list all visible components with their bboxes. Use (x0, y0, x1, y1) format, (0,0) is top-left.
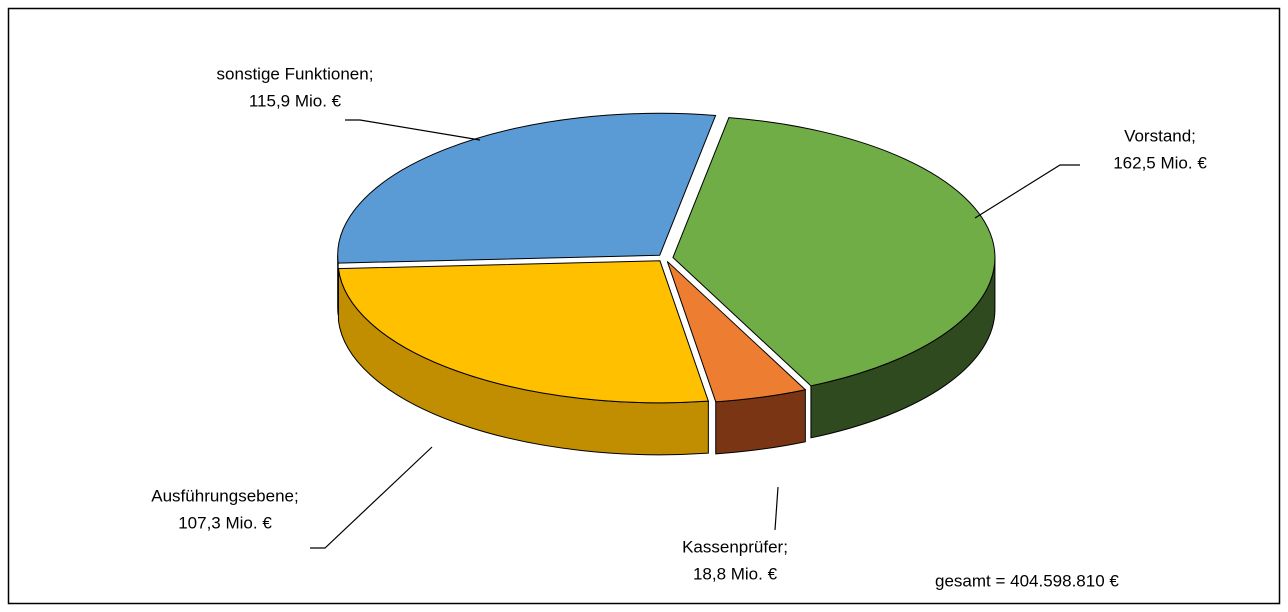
leader-line (345, 119, 481, 141)
leader-line (310, 446, 433, 549)
value-label: 115,9 Mio. € (249, 91, 342, 110)
slice (337, 260, 710, 404)
slice-label: sonstige Funktionen; (217, 64, 374, 83)
value-label: 107,3 Mio. € (178, 513, 272, 532)
slice-label: Ausführungsebene; (151, 486, 298, 505)
slice-label: Vorstand; (1124, 126, 1196, 145)
slice (672, 117, 996, 387)
leader-line (974, 164, 1080, 219)
slice-label: Kassenprüfer; (682, 537, 788, 556)
slice (337, 112, 717, 264)
slice (666, 261, 807, 403)
annotation: gesamt = 404.598.810 € (935, 571, 1119, 590)
value-label: 162,5 Mio. € (1113, 153, 1207, 172)
leader-line (774, 486, 779, 531)
value-label: 18,8 Mio. € (693, 564, 778, 583)
